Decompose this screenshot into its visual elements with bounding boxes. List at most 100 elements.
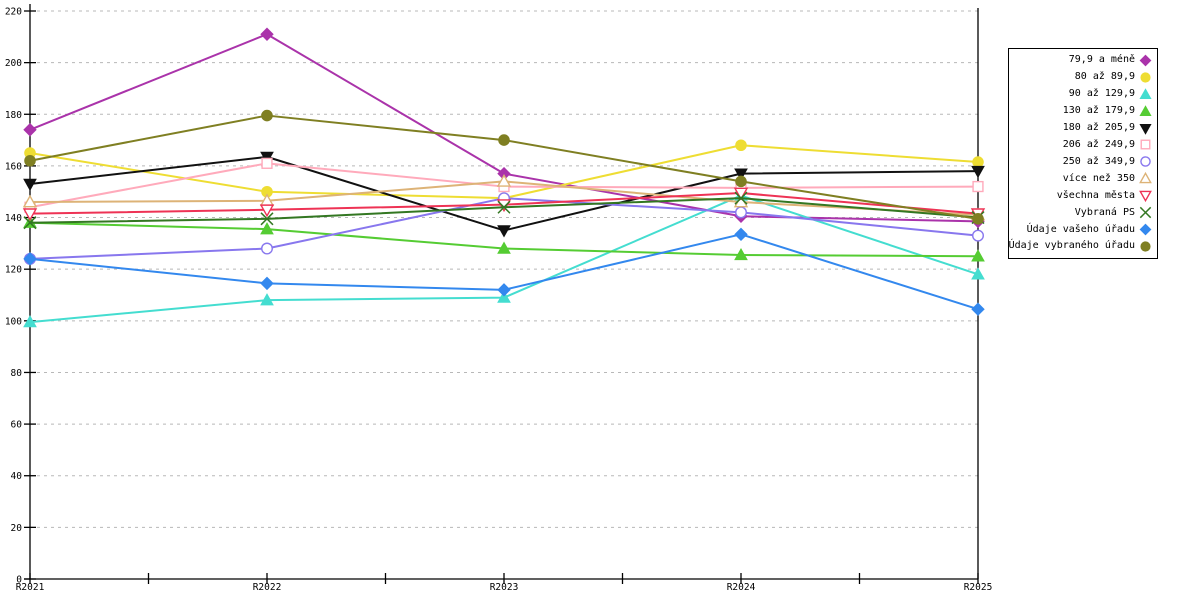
data-point-marker (735, 206, 747, 219)
data-point-marker (971, 302, 985, 316)
series-11 (24, 109, 984, 225)
diamond-marker-icon (1139, 54, 1152, 67)
legend-item: všechna města (1009, 188, 1157, 203)
data-point-marker (972, 213, 984, 225)
data-point-marker (1139, 54, 1152, 67)
data-point-marker (1139, 206, 1152, 219)
data-point-marker (497, 283, 511, 297)
data-point-marker (496, 173, 512, 187)
data-point-marker (1139, 88, 1152, 99)
data-point-marker (261, 109, 273, 122)
legend-item: 80 až 89,9 (1009, 70, 1157, 85)
triangle-up-marker-icon (1139, 172, 1152, 184)
legend-item-label: 130 až 179,9 (1062, 105, 1135, 117)
data-point-marker (260, 293, 274, 306)
circle-marker-icon (1140, 241, 1151, 252)
data-point-marker (261, 242, 273, 255)
data-point-marker (23, 252, 37, 266)
data-point-marker (1139, 172, 1152, 184)
legend-item-label: Vybraná PS (1074, 206, 1135, 218)
y-tick-label: 160 (5, 161, 22, 172)
legend: 79,9 a méně 80 až 89,9 90 až 129,9 130 až 1… (1008, 48, 1158, 259)
data-point-marker (1140, 156, 1151, 168)
data-point-marker (23, 216, 37, 230)
data-point-marker (971, 267, 985, 280)
data-point-marker (972, 156, 984, 168)
data-point-marker (1139, 223, 1152, 236)
data-point-marker (497, 241, 511, 254)
legend-item-label: 80 až 89,9 (1074, 71, 1135, 83)
data-point-marker (733, 187, 749, 201)
data-point-marker (260, 212, 274, 226)
legend-item-label: Údaje vybraného úřadu (1008, 240, 1135, 252)
legend-item: více než 350 (1009, 171, 1157, 186)
data-point-marker (497, 290, 511, 303)
data-point-marker (735, 139, 747, 152)
legend-item: 90 až 129,9 (1009, 87, 1157, 102)
y-tick-label: 20 (11, 523, 23, 534)
data-point-marker (1140, 72, 1151, 83)
triangle-down-marker-icon (1139, 190, 1152, 203)
y-tick-label: 60 (11, 420, 23, 431)
gridlines (30, 10, 978, 528)
legend-item: 206 až 249,9 (1009, 137, 1157, 152)
triangle-down-marker-icon (1139, 123, 1152, 135)
x-tick-label: R2025 (964, 582, 993, 593)
legend-item: Údaje vašeho úřadu (1009, 222, 1157, 237)
data-point-marker (498, 134, 510, 146)
data-point-marker (734, 247, 748, 261)
data-point-marker (497, 225, 511, 238)
data-point-marker (260, 222, 274, 235)
data-point-marker (734, 191, 748, 205)
data-point-marker (734, 227, 748, 242)
legend-item-label: všechna města (1056, 189, 1135, 201)
data-point-marker (1139, 190, 1152, 203)
data-point-marker (971, 165, 985, 179)
legend-item-label: 90 až 129,9 (1068, 88, 1135, 100)
x-tick-label: R2023 (490, 582, 519, 593)
data-point-marker (972, 229, 984, 242)
x-marker-icon (1139, 206, 1152, 219)
data-point-marker (497, 200, 511, 214)
legend-item: Údaje vybraného úřadu (1009, 239, 1157, 254)
series-4 (23, 151, 985, 238)
data-point-marker (735, 175, 747, 188)
y-tick-label: 120 (5, 265, 22, 276)
data-point-marker (260, 276, 274, 291)
data-point-marker (972, 180, 984, 193)
data-point-marker (260, 151, 274, 164)
diamond-marker-icon (1139, 223, 1152, 236)
data-point-marker (23, 178, 37, 192)
circle-marker-icon (1140, 156, 1151, 168)
y-tick-label: 40 (11, 471, 23, 482)
series-line (29, 194, 979, 324)
data-point-marker (734, 168, 748, 181)
data-point-marker (496, 199, 512, 213)
triangle-up-marker-icon (1139, 88, 1152, 99)
series-9 (23, 191, 985, 230)
data-point-marker (259, 204, 275, 218)
legend-item-label: 206 až 249,9 (1062, 138, 1135, 150)
y-tick-label: 200 (5, 58, 22, 69)
legend-item: 180 až 205,9 (1009, 121, 1157, 136)
y-tick-label: 140 (5, 213, 22, 224)
legend-item-label: 180 až 205,9 (1062, 122, 1135, 134)
data-point-marker (260, 27, 274, 41)
data-point-marker (23, 315, 37, 328)
series-3 (23, 215, 985, 262)
y-tick-label: 100 (5, 316, 22, 327)
legend-item: 79,9 a méně (1009, 53, 1157, 68)
data-point-marker (261, 157, 273, 169)
y-tick-label: 0 (16, 575, 22, 586)
data-point-marker (22, 194, 38, 208)
square-marker-icon (1140, 140, 1151, 150)
legend-item: 250 až 349,9 (1009, 154, 1157, 169)
data-point-marker (1139, 123, 1152, 135)
y-tick-label: 220 (5, 7, 22, 18)
axes: 0 20 40 60 80 100 120 140 160 180 200 220 R2021 R2022… (5, 4, 992, 593)
legend-item-label: 250 až 349,9 (1062, 155, 1135, 167)
data-point-marker (23, 123, 37, 137)
series-10 (23, 227, 985, 316)
legend-item-label: více než 350 (1062, 172, 1135, 184)
